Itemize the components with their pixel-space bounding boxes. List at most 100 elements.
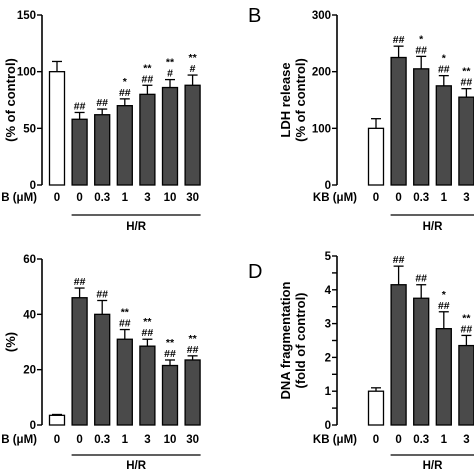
- significance-mark: **: [166, 57, 175, 69]
- significance-mark: ##: [438, 300, 450, 312]
- y-tick-label: 0: [325, 420, 331, 432]
- significance-mark: ##: [187, 344, 199, 356]
- significance-mark: ##: [393, 34, 405, 46]
- y-tick-label: 5: [325, 251, 332, 263]
- significance-mark: **: [189, 333, 198, 345]
- y-axis-label: (% of control): [3, 58, 18, 142]
- significance-mark: ##: [96, 97, 108, 109]
- y-tick-label: 0: [325, 180, 331, 192]
- significance-mark: ##: [415, 273, 427, 285]
- bar: [390, 56, 407, 186]
- bar: [71, 118, 88, 186]
- bar: [390, 284, 407, 426]
- y-tick-label: 100: [312, 123, 331, 135]
- y-axis-label: DNA fragmentation: [278, 281, 293, 399]
- x-tick-label: 0: [373, 434, 379, 446]
- bar: [413, 297, 430, 426]
- y-tick-label: 2: [325, 352, 331, 364]
- significance-mark: ##: [74, 276, 86, 288]
- y-tick-label: 20: [23, 365, 36, 377]
- x-tick-label: 10: [164, 192, 177, 204]
- significance-mark: ##: [393, 254, 405, 266]
- bar: [413, 68, 430, 186]
- bar: [184, 84, 201, 186]
- significance-mark: **: [143, 316, 152, 328]
- y-axis-label: (% of control): [293, 58, 308, 142]
- x-axis-prefix: KB (μM): [313, 434, 357, 446]
- x-tick-label: 0: [76, 434, 82, 446]
- significance-mark: #: [190, 63, 196, 75]
- x-tick-label: 0: [76, 192, 82, 204]
- x-tick-label: 1: [441, 434, 448, 446]
- significance-mark: **: [189, 52, 198, 64]
- x-tick-label: 1: [441, 192, 448, 204]
- bar: [161, 364, 179, 426]
- x-axis-prefix: KB (μM): [313, 192, 357, 204]
- significance-mark: ##: [142, 73, 154, 85]
- bar: [367, 127, 385, 186]
- x-tick-label: 0: [54, 192, 60, 204]
- y-axis-label: (%): [3, 332, 18, 352]
- bar: [458, 344, 474, 426]
- panel-letter: D: [248, 261, 262, 283]
- significance-mark: *: [123, 76, 128, 88]
- x-axis-prefix: B (μM): [1, 192, 37, 204]
- bar: [48, 71, 66, 186]
- x-tick-label: 3: [463, 192, 469, 204]
- x-tick-label: 0.3: [94, 192, 110, 204]
- bar: [367, 390, 385, 426]
- x-tick-label: 0: [54, 434, 60, 446]
- group-label: H/R: [423, 460, 444, 472]
- x-tick-label: 3: [144, 192, 150, 204]
- panel-letter: B: [248, 5, 261, 27]
- chart-panel-3: 0204060(%)0##0##0.3##**1##**3##**10##**3…: [1, 254, 201, 472]
- significance-mark: *: [442, 289, 447, 301]
- significance-mark: **: [462, 66, 471, 78]
- x-tick-label: 1: [122, 192, 129, 204]
- bar: [184, 359, 201, 426]
- significance-mark: #: [167, 68, 173, 80]
- x-tick-label: 3: [144, 434, 150, 446]
- significance-mark: *: [419, 33, 424, 45]
- bar: [139, 93, 156, 186]
- significance-mark: ##: [164, 348, 176, 360]
- group-label: H/R: [126, 221, 147, 233]
- bar: [435, 85, 452, 186]
- significance-mark: **: [166, 337, 175, 349]
- x-tick-label: 0.3: [413, 192, 429, 204]
- bar: [161, 86, 179, 186]
- group-label: H/R: [423, 221, 444, 233]
- bar: [94, 114, 111, 186]
- x-tick-label: 0: [373, 192, 379, 204]
- significance-mark: ##: [461, 323, 473, 335]
- y-tick-label: 200: [312, 67, 331, 79]
- significance-mark: **: [462, 312, 471, 324]
- x-tick-label: 0: [395, 434, 401, 446]
- significance-mark: *: [442, 53, 447, 65]
- bar: [139, 345, 156, 426]
- significance-mark: ##: [461, 77, 473, 89]
- significance-mark: ##: [96, 289, 108, 301]
- significance-mark: **: [143, 62, 152, 74]
- x-tick-label: 30: [186, 434, 199, 446]
- bar: [116, 338, 133, 426]
- y-axis-label: LDH release: [278, 62, 293, 137]
- significance-mark: ##: [142, 327, 154, 339]
- significance-mark: **: [121, 307, 130, 319]
- bar: [435, 328, 452, 426]
- y-tick-label: 0: [30, 180, 36, 192]
- significance-mark: ##: [438, 64, 450, 76]
- y-tick-label: 100: [17, 67, 36, 79]
- y-tick-label: 40: [23, 309, 36, 321]
- y-tick-label: 3: [325, 319, 331, 331]
- x-axis-prefix: B (μM): [1, 434, 37, 446]
- significance-mark: ##: [74, 100, 86, 112]
- bar: [94, 313, 111, 426]
- bar: [71, 297, 88, 426]
- chart-panel-4: D 0 1 2 3 4 5 DNA fragmentation (fold of control…: [248, 251, 474, 472]
- y-tick-label: 300: [312, 10, 331, 22]
- y-tick-label: 4: [325, 285, 332, 297]
- y-tick-label: 1: [325, 386, 332, 398]
